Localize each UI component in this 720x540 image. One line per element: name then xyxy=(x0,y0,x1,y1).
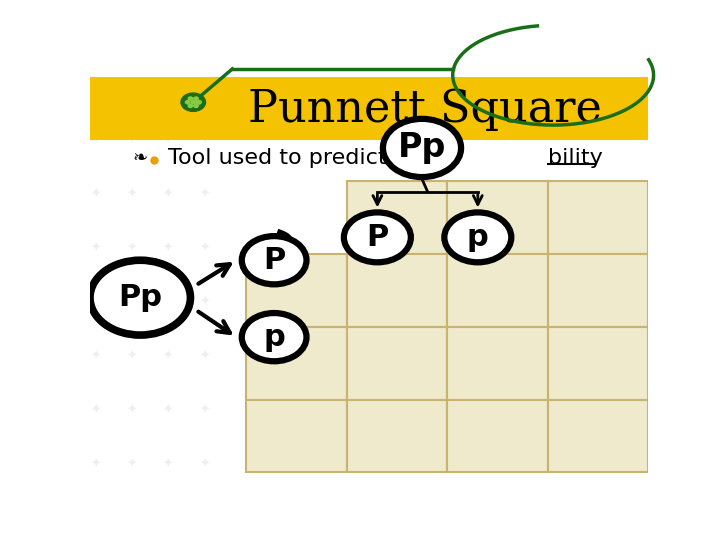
Text: ✦: ✦ xyxy=(199,295,210,308)
Text: Tool used to predict ge: Tool used to predict ge xyxy=(168,148,422,168)
Text: ✦: ✦ xyxy=(163,295,174,308)
Circle shape xyxy=(194,97,198,100)
Circle shape xyxy=(197,100,201,104)
Text: ✦: ✦ xyxy=(163,79,174,92)
Text: ✦: ✦ xyxy=(90,187,101,200)
Text: ✦: ✦ xyxy=(90,79,101,92)
Text: ✦: ✦ xyxy=(127,79,137,92)
Text: ✦: ✦ xyxy=(127,457,137,470)
Text: ✦: ✦ xyxy=(163,403,174,416)
Text: ✦: ✦ xyxy=(163,187,174,200)
Circle shape xyxy=(181,93,205,111)
Bar xyxy=(90,77,648,140)
Bar xyxy=(447,400,548,472)
Text: ✦: ✦ xyxy=(90,133,101,146)
Text: bility: bility xyxy=(547,148,603,168)
Text: ✦: ✦ xyxy=(163,349,174,362)
Text: p: p xyxy=(264,322,285,352)
Text: ✦: ✦ xyxy=(199,187,210,200)
Text: ✦: ✦ xyxy=(127,295,137,308)
Text: ✦: ✦ xyxy=(90,295,101,308)
Bar xyxy=(347,254,447,327)
Text: ✦: ✦ xyxy=(163,457,174,470)
Text: ✦: ✦ xyxy=(90,457,101,470)
Circle shape xyxy=(344,212,411,262)
Text: ❧: ❧ xyxy=(132,150,148,167)
Text: ✦: ✦ xyxy=(127,187,137,200)
Text: ✦: ✦ xyxy=(90,349,101,362)
Circle shape xyxy=(191,100,195,104)
Circle shape xyxy=(242,236,307,285)
Bar xyxy=(246,400,347,472)
Circle shape xyxy=(242,313,307,361)
Bar xyxy=(548,400,648,472)
Text: Pp: Pp xyxy=(118,283,162,312)
Circle shape xyxy=(186,100,190,104)
Bar xyxy=(548,327,648,400)
Text: ✦: ✦ xyxy=(127,403,137,416)
Bar xyxy=(246,327,347,400)
Bar xyxy=(447,181,548,254)
Circle shape xyxy=(444,212,511,262)
Bar xyxy=(246,254,347,327)
Text: Punnett Square: Punnett Square xyxy=(248,87,602,131)
Circle shape xyxy=(188,104,193,107)
Text: ✦: ✦ xyxy=(199,241,210,254)
Text: p: p xyxy=(467,223,489,252)
Circle shape xyxy=(383,119,461,177)
Text: ✦: ✦ xyxy=(90,403,101,416)
Bar xyxy=(548,254,648,327)
Bar xyxy=(347,400,447,472)
Text: ✦: ✦ xyxy=(199,403,210,416)
Text: ✦: ✦ xyxy=(127,133,137,146)
Text: ✦: ✦ xyxy=(199,133,210,146)
Bar xyxy=(447,254,548,327)
Bar xyxy=(548,181,648,254)
Circle shape xyxy=(194,104,198,107)
Text: ✦: ✦ xyxy=(199,349,210,362)
Circle shape xyxy=(188,97,193,100)
Text: ✦: ✦ xyxy=(127,241,137,254)
Bar xyxy=(447,327,548,400)
Bar xyxy=(347,327,447,400)
Bar xyxy=(347,181,447,254)
Text: ✦: ✦ xyxy=(163,241,174,254)
Text: P: P xyxy=(366,223,389,252)
Circle shape xyxy=(90,260,190,335)
Text: P: P xyxy=(263,246,285,275)
Circle shape xyxy=(197,100,201,104)
Text: ✦: ✦ xyxy=(90,241,101,254)
Text: ✦: ✦ xyxy=(163,133,174,146)
Text: ✦: ✦ xyxy=(127,349,137,362)
Text: ✦: ✦ xyxy=(199,79,210,92)
Text: ✦: ✦ xyxy=(199,457,210,470)
Text: Pp: Pp xyxy=(398,131,446,165)
